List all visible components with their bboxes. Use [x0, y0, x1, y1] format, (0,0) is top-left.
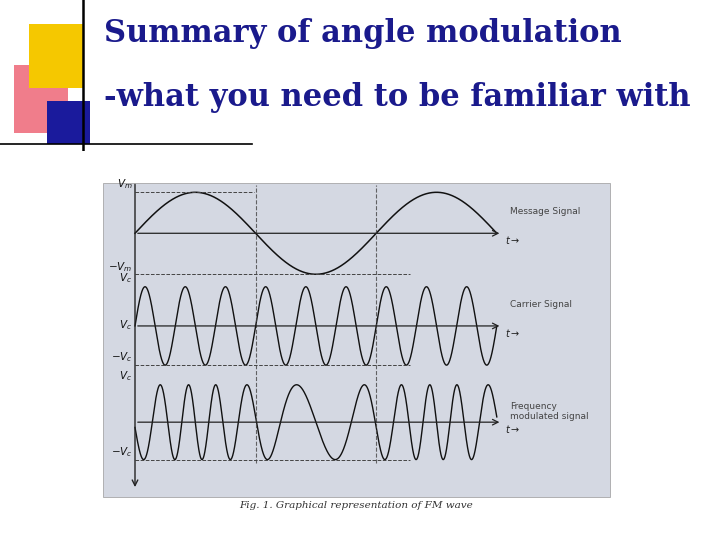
Text: $V_m$: $V_m$ — [117, 177, 132, 191]
Text: $-V_c$: $-V_c$ — [111, 445, 132, 459]
Text: $t\rightarrow$: $t\rightarrow$ — [505, 423, 521, 435]
Text: $-V_c$: $-V_c$ — [111, 350, 132, 365]
Text: $V_c$: $V_c$ — [120, 272, 132, 285]
Text: Fig. 1. Graphical representation of FM wave: Fig. 1. Graphical representation of FM w… — [240, 502, 473, 510]
Text: Message Signal: Message Signal — [510, 207, 580, 217]
Text: Carrier Signal: Carrier Signal — [510, 300, 572, 309]
Text: $V_c$: $V_c$ — [120, 369, 132, 383]
Text: Frequency
modulated signal: Frequency modulated signal — [510, 402, 589, 421]
Text: Summary of angle modulation: Summary of angle modulation — [104, 18, 622, 49]
Text: $t\rightarrow$: $t\rightarrow$ — [505, 327, 521, 339]
Bar — [29, 24, 83, 87]
Bar — [14, 65, 68, 133]
Text: $t\rightarrow$: $t\rightarrow$ — [505, 234, 521, 246]
Text: -what you need to be familiar with: -what you need to be familiar with — [104, 82, 691, 113]
Text: $-V_m$: $-V_m$ — [108, 260, 132, 274]
Bar — [47, 102, 90, 144]
Bar — [102, 184, 610, 497]
Text: $V_c$: $V_c$ — [120, 318, 132, 332]
